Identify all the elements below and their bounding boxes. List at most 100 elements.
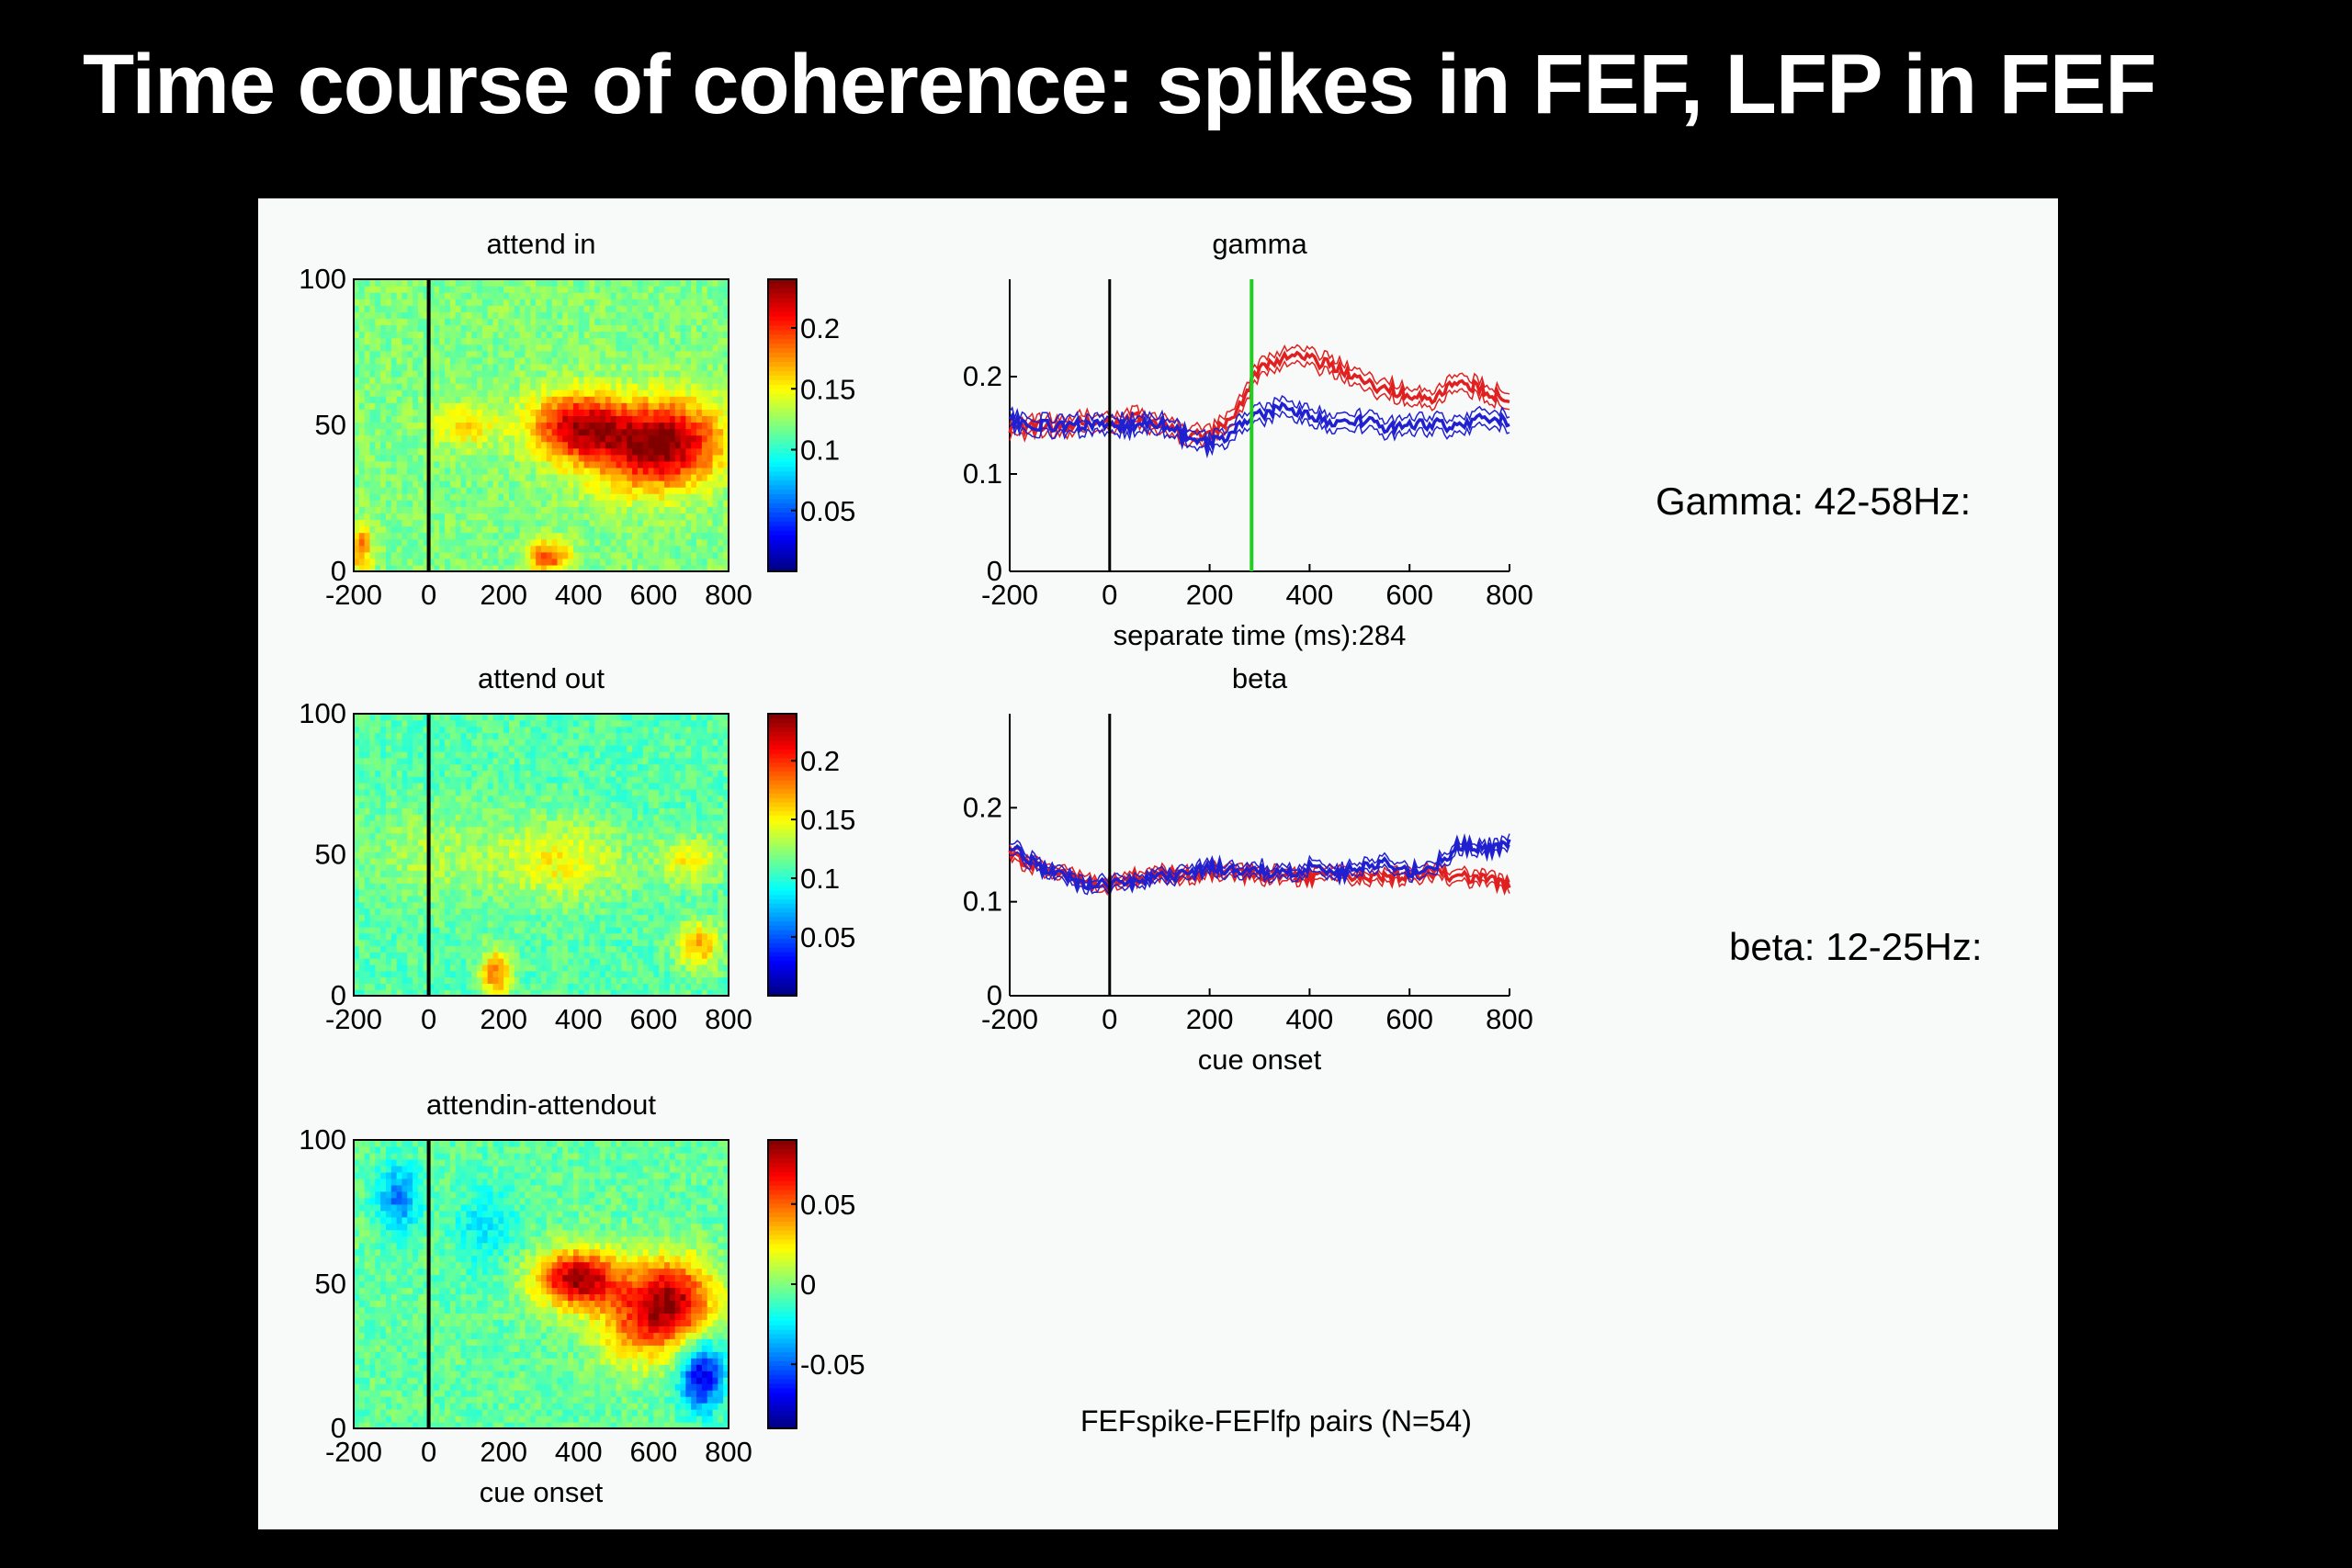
- heatmap-cell: [653, 525, 660, 534]
- heatmap-cell: [701, 441, 708, 449]
- heatmap-cell: [723, 299, 729, 306]
- heatmap-cell: [401, 389, 408, 397]
- heatmap-cell: [589, 532, 595, 540]
- heatmap-cell: [477, 299, 483, 306]
- heatmap-cell: [385, 732, 392, 739]
- heatmap-cell: [390, 714, 398, 721]
- heatmap-cell: [369, 719, 376, 728]
- heatmap-cell: [401, 396, 408, 403]
- heatmap-cell: [364, 460, 371, 468]
- heatmap-cell: [439, 558, 446, 566]
- heatmap-cell: [434, 286, 440, 293]
- heatmap-cell: [594, 409, 601, 416]
- heatmap-cell: [691, 344, 697, 352]
- heatmap-cell: [551, 551, 559, 559]
- heatmap-cell: [385, 513, 392, 521]
- heatmap-cell: [449, 377, 457, 384]
- heatmap-cell: [685, 422, 692, 430]
- heatmap-cell: [375, 299, 381, 306]
- heatmap-cell: [530, 945, 537, 953]
- heatmap-cell: [536, 299, 542, 306]
- colorbar-tick-label: 0.2: [800, 312, 840, 344]
- heatmap-cell: [680, 551, 686, 559]
- heatmap-cell: [428, 474, 435, 481]
- heatmap-cell: [605, 344, 612, 352]
- heatmap-cell: [669, 480, 676, 488]
- heatmap-cell: [498, 914, 504, 921]
- heatmap-cell: [455, 292, 462, 299]
- heatmap-cell: [621, 369, 628, 378]
- heatmap-cell: [428, 337, 435, 345]
- heatmap-cell: [498, 500, 504, 507]
- heatmap-cell: [525, 545, 531, 553]
- heatmap-cell: [364, 513, 371, 521]
- colorbar-tick-label: 0.1: [800, 434, 840, 467]
- heatmap-cell: [541, 311, 548, 319]
- heatmap-cell: [664, 447, 671, 456]
- heatmap-cell: [674, 551, 682, 559]
- heatmap-cell: [466, 832, 472, 840]
- heatmap-cell: [407, 356, 413, 365]
- heatmap-cell: [434, 763, 440, 771]
- heatmap-cell: [551, 839, 559, 846]
- heatmap-cell: [460, 920, 467, 928]
- heatmap-cell: [455, 801, 462, 808]
- heatmap-cell: [536, 344, 542, 352]
- heatmap-cell: [401, 292, 408, 299]
- colorbar-cell: [768, 498, 797, 504]
- heatmap-cell: [460, 801, 467, 808]
- heatmap-cell: [600, 337, 606, 345]
- heatmap-cell: [445, 331, 451, 339]
- heatmap-cell: [664, 487, 671, 494]
- heatmap-cell: [701, 454, 708, 462]
- heatmap-cell: [546, 558, 553, 566]
- heatmap-cell: [707, 460, 714, 468]
- heatmap-cell: [439, 447, 446, 456]
- heatmap-cell: [536, 422, 542, 430]
- heatmap-cell: [578, 487, 585, 494]
- heatmap-cell: [439, 487, 446, 494]
- heatmap-cell: [503, 311, 510, 319]
- colorbar-cell: [768, 393, 797, 399]
- heatmap-cell: [455, 305, 462, 312]
- heatmap-cell: [536, 757, 542, 765]
- heatmap-cell: [509, 901, 515, 909]
- heatmap-cell: [364, 895, 371, 903]
- heatmap-cell: [546, 331, 553, 339]
- heatmap-cell: [541, 814, 548, 821]
- heatmap-cell: [536, 901, 542, 909]
- heatmap-cell: [519, 460, 526, 468]
- heatmap-cell: [627, 415, 633, 423]
- heatmap-cell: [680, 564, 686, 572]
- heatmap-cell: [401, 467, 408, 475]
- heatmap-cell: [600, 363, 606, 371]
- heatmap-cell: [380, 857, 387, 865]
- heatmap-cell: [380, 532, 387, 540]
- heatmap-cell: [380, 409, 387, 416]
- heatmap-cell: [364, 564, 371, 572]
- heatmap-cell: [466, 857, 472, 865]
- heatmap-cell: [578, 396, 585, 403]
- heatmap-cell: [449, 989, 457, 997]
- heatmap-cell: [519, 750, 526, 759]
- heatmap-cell: [396, 415, 403, 423]
- heatmap-cell: [449, 487, 457, 494]
- heatmap-cell: [546, 415, 553, 423]
- heatmap-cell: [455, 826, 462, 834]
- heatmap-cell: [685, 415, 692, 423]
- heatmap-cell: [439, 369, 446, 378]
- heatmap-cell: [514, 564, 521, 572]
- heatmap-cell: [481, 714, 489, 721]
- heatmap-cell: [492, 558, 499, 566]
- heatmap-cell: [605, 474, 612, 481]
- heatmap-cell: [546, 286, 553, 293]
- heatmap-cell: [594, 292, 601, 299]
- heatmap-cell: [718, 422, 724, 430]
- heatmap-cell: [509, 989, 515, 997]
- heatmap-cell: [525, 945, 531, 953]
- heatmap-cell: [669, 506, 676, 513]
- heatmap-cell: [669, 286, 676, 293]
- heatmap-cell: [674, 337, 682, 345]
- heatmap-cell: [375, 532, 381, 540]
- heatmap-cell: [557, 409, 563, 416]
